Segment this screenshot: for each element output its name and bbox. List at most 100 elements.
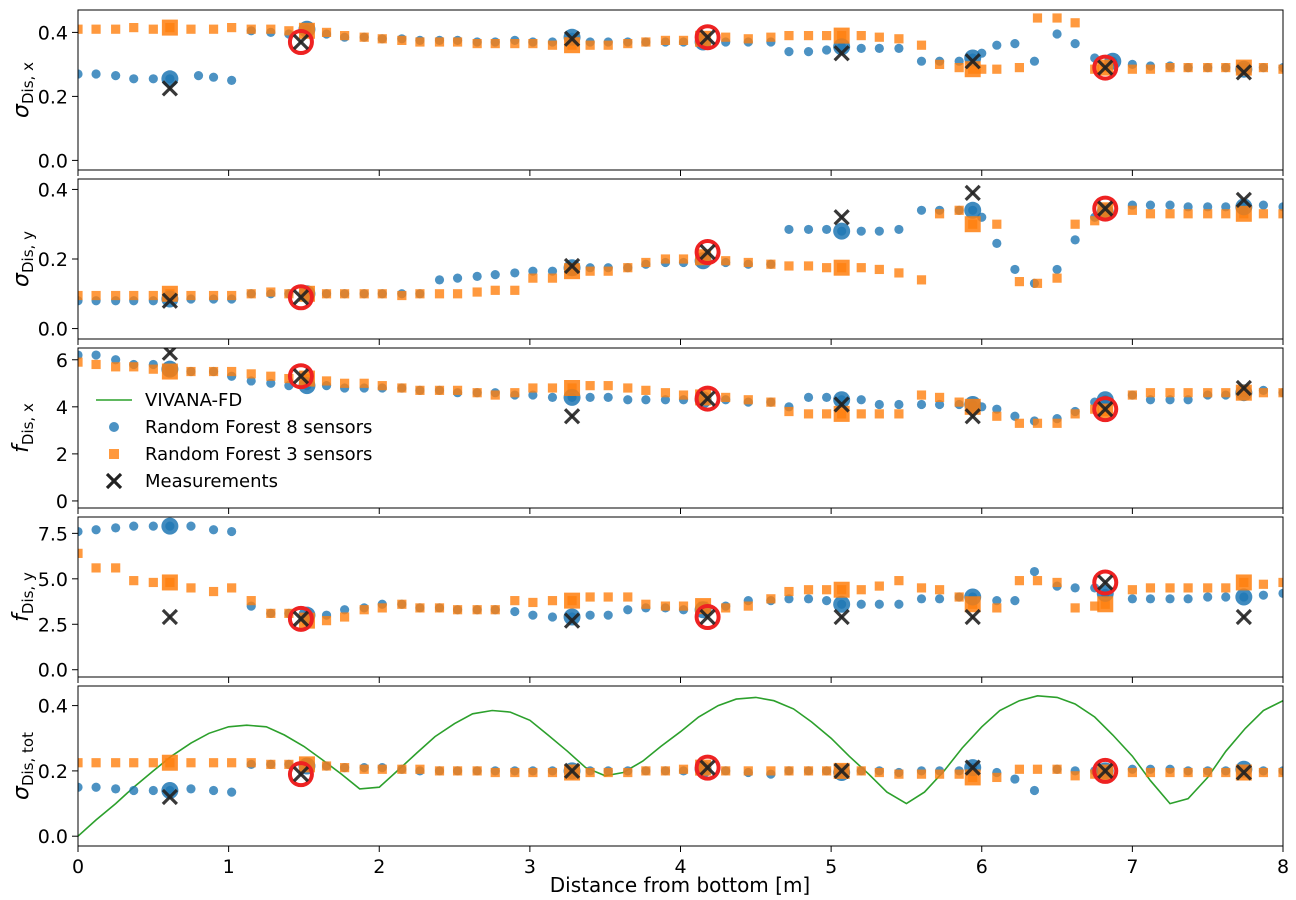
measurement-cross-stroke [964, 184, 981, 202]
highlight-ring [694, 604, 721, 630]
rf8-point [148, 785, 158, 796]
rf3-point [208, 366, 219, 377]
measurement-point [1235, 764, 1252, 781]
rf3-point [1165, 209, 1175, 219]
rf3-point [623, 39, 633, 49]
rf3-point [208, 290, 219, 301]
rf3-point [1145, 583, 1156, 593]
rf8-point [111, 784, 121, 794]
rf8-point [1203, 202, 1213, 212]
plot-area [78, 13, 1283, 97]
rf3-point [874, 32, 884, 42]
rf3-point-at-measurement [833, 27, 850, 44]
rf8-point [111, 523, 121, 533]
rf3-point [377, 34, 387, 44]
rf3-point [766, 766, 776, 776]
x-tick-label: 7 [1126, 856, 1138, 878]
rf8-point [822, 596, 832, 606]
rf3-point [1183, 63, 1193, 73]
rf3-point [397, 764, 407, 774]
rf8-point [129, 521, 139, 531]
rf3-point [856, 766, 866, 776]
rf8-point [186, 784, 196, 794]
rf3-point [992, 603, 1002, 613]
rf3-point [1258, 388, 1269, 398]
y-axis-label: fDis, y [9, 572, 37, 622]
measurement-point [1235, 191, 1252, 209]
measurement-cross-stroke [161, 292, 179, 309]
rf8-point [78, 782, 83, 792]
rf3-point [822, 409, 832, 419]
rf8-point [1127, 594, 1137, 604]
rf3-point [874, 767, 884, 778]
rf3-point [1127, 64, 1137, 74]
x-tick-label: 8 [1277, 856, 1289, 878]
rf8-point-at-measurement [964, 201, 982, 219]
rf8-point [1010, 39, 1020, 49]
rf3-point [874, 264, 884, 275]
measurement-point [1235, 608, 1252, 626]
rf8-point [1010, 774, 1020, 784]
highlight-ring [694, 239, 721, 266]
rf3-point [1145, 767, 1156, 778]
plot-area [78, 184, 1283, 311]
rf3-point [1052, 764, 1062, 774]
rf3-point [803, 409, 814, 419]
rf3-point-at-measurement [161, 574, 178, 591]
rf8-point [992, 238, 1002, 248]
x-axis-label: Distance from bottom [m] [550, 873, 811, 897]
measurement-point [161, 788, 179, 806]
rf8-point [641, 395, 651, 405]
measurement-point [833, 608, 850, 626]
rf8-point [227, 787, 237, 797]
measurement-point [161, 292, 179, 309]
rf3-point [1203, 63, 1213, 73]
rf3-point [660, 254, 671, 264]
rf3-point [129, 576, 139, 586]
y-tick-label: 0.4 [38, 22, 68, 44]
rf8-point [1183, 594, 1193, 604]
y-tick-label: 0.2 [38, 249, 68, 271]
y-tick-label: 5.0 [38, 569, 68, 591]
measurement-cross-stroke [964, 408, 981, 425]
rf8-point [822, 224, 832, 235]
rf3-point [490, 285, 500, 295]
measurement-point [161, 80, 179, 97]
rf3-point [934, 209, 945, 219]
rf3-point [1221, 63, 1231, 73]
rf3-point [1183, 209, 1193, 219]
rf3-point [1278, 209, 1283, 219]
rf3-point [266, 287, 276, 297]
rf3-point [266, 608, 276, 618]
rf8-point [528, 390, 538, 400]
rf3-point [452, 605, 463, 615]
rf3-point [874, 581, 884, 591]
rf3-point [803, 31, 814, 41]
measurement-cross-stroke [1235, 764, 1252, 781]
rf3-point [284, 608, 294, 618]
highlight-ring [1092, 569, 1119, 596]
measurement-point [292, 368, 310, 385]
rf3-point-at-measurement [564, 263, 581, 280]
rf8-point [91, 69, 101, 79]
measurement-cross-stroke [699, 608, 716, 626]
rf8-point [1221, 202, 1231, 212]
legend-cross-swatch [105, 472, 123, 490]
x-tick-label: 4 [674, 856, 686, 878]
rf3-point [227, 758, 237, 768]
rf3-point-at-measurement [564, 592, 581, 609]
rf3-point [954, 592, 964, 602]
rf8-point [916, 594, 927, 604]
rf3-point [1258, 63, 1269, 73]
rf8-point [129, 785, 139, 796]
rf3-point-at-measurement [833, 581, 850, 598]
rf3-point [472, 39, 482, 49]
measurement-point [964, 608, 981, 626]
legend: VIVANA-FD Random Forest 8 sensors Random F… [96, 390, 372, 492]
rf3-point [822, 585, 832, 595]
legend-entry: Measurements [105, 471, 278, 492]
measurement-point [563, 30, 581, 47]
rf3-point [397, 35, 407, 45]
rf8-point-at-measurement [833, 222, 851, 240]
rf8-point [1165, 594, 1175, 604]
